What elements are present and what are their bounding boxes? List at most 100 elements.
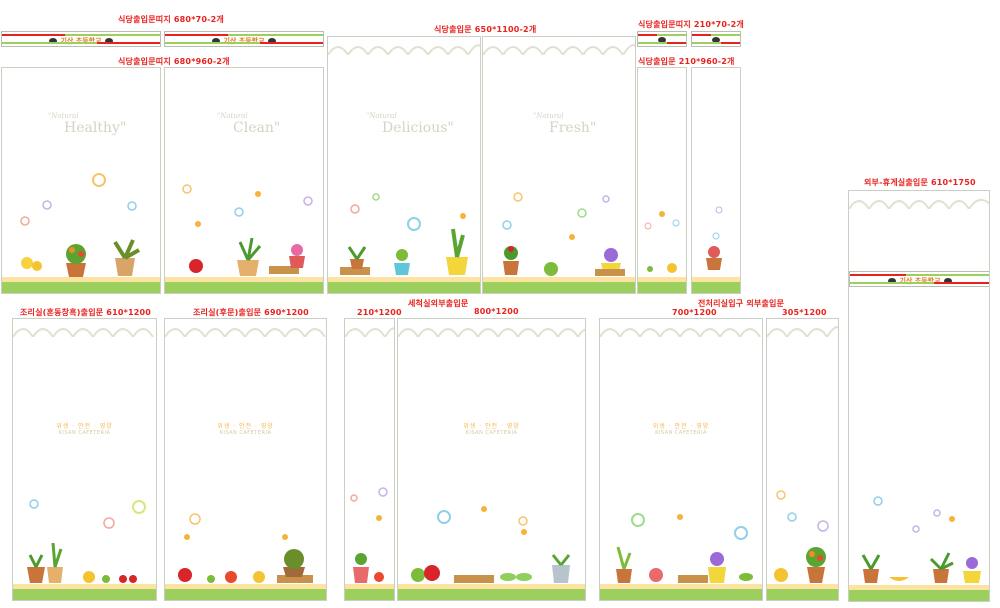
badge-icon [49, 38, 58, 44]
bubbles-decoration [644, 211, 680, 273]
potted-plants-illustration [411, 554, 571, 583]
label-cafeteria-door-210: 식당출입문 210*960-2개 [638, 57, 735, 66]
bubbles-decoration [706, 206, 723, 270]
panel-210-1200 [344, 318, 395, 601]
slogan-english: KISAN CAFETERIA [219, 430, 272, 436]
label-size-700-1200: 700*1200 [672, 308, 717, 317]
panel-outside-lounge: 기산 초등학교 [848, 190, 990, 602]
potted-plants-illustration [178, 549, 313, 583]
label-size-210-1200: 210*1200 [357, 308, 402, 317]
potted-plants-illustration [503, 246, 625, 276]
slogan-english: KISAN CAFETERIA [655, 430, 707, 436]
slogan-korean: 위생 · 안전 · 영양 [463, 423, 520, 430]
potted-plants-illustration [861, 552, 981, 583]
scallop-border [13, 328, 154, 337]
scallop-border [767, 326, 838, 337]
label-size-800-1200: 800*1200 [474, 307, 519, 316]
badge-icon [712, 37, 720, 43]
slogan-korean: 위생 · 안전 · 영양 [56, 423, 113, 430]
panel-cooking-back: 위생 · 안전 · 영양 KISAN CAFETERIA [164, 318, 327, 601]
bubbles-decoration [29, 499, 146, 529]
panel-word-fresh: Fresh" [549, 120, 597, 136]
panel-word-delicious: Delicious" [382, 120, 454, 136]
band-strip-lounge: 기산 초등학교 [849, 271, 989, 287]
panel-delicious: "Natural Delicious" [327, 36, 481, 294]
bubbles-decoration [184, 513, 288, 540]
scallop-border [398, 328, 585, 337]
scallop-border [165, 328, 326, 337]
panel-word-clean: Clean" [233, 120, 281, 136]
school-name: 기산 초등학교 [60, 37, 102, 45]
potted-plants-illustration [616, 546, 753, 583]
bubbles-decoration [182, 184, 313, 227]
bubbles-decoration [502, 192, 610, 240]
natural-word: "Natural [48, 112, 79, 120]
bubbles-decoration [631, 513, 748, 540]
label-cafeteria-door-650: 식당출입문 650*1100-2개 [434, 25, 537, 34]
label-outside-lounge: 외부-휴게실출입문 610*1750 [864, 178, 976, 187]
bubbles-decoration [437, 506, 528, 535]
panel-narrow-2 [691, 67, 741, 294]
band-strip-1: 기산 초등학교 [1, 31, 161, 47]
panel-words: "Natural Fresh" [533, 112, 596, 136]
panel-800-1200: 위생 · 안전 · 영양 KISAN CAFETERIA [397, 318, 586, 601]
label-cafeteria-band-210: 식당출입문띠지 210*70-2개 [638, 20, 744, 29]
panel-healthy: "Natural Healthy" [1, 67, 161, 294]
scallop-border [345, 327, 394, 337]
label-prep-room: 전처리실입구 외부출입문 [698, 299, 785, 308]
panel-words: "Natural Clean" [217, 112, 280, 136]
label-washroom-outside: 세척실외부출입문 [408, 299, 469, 308]
panel-word-healthy: Healthy" [64, 120, 127, 136]
potted-plants-illustration [340, 228, 468, 275]
slogan-english: KISAN CAFETERIA [465, 430, 518, 436]
bubbles-decoration [20, 173, 137, 226]
band-strip-2: 기산 초등학교 [164, 31, 324, 47]
panel-narrow-1 [637, 67, 687, 294]
slogan-english: KISAN CAFETERIA [58, 430, 111, 436]
slogan: 위생 · 안전 · 영양 KISAN CAFETERIA [398, 421, 585, 436]
panel-clean: "Natural Clean" [164, 67, 324, 294]
school-name: 기산 초등학교 [899, 277, 941, 285]
label-cooking-mix: 조리실(혼동창흑)출입문 610*1200 [20, 308, 152, 317]
potted-plants-illustration [774, 547, 826, 583]
natural-word: "Natural [217, 112, 248, 120]
label-cafeteria-door-680: 식당출입문띠지 680*960-2개 [118, 57, 230, 66]
bubbles-decoration [350, 487, 388, 521]
potted-plants-illustration [27, 542, 137, 583]
scallop-border [849, 198, 989, 209]
label-cooking-back: 조리실(후문)출입문 690*1200 [193, 308, 309, 317]
scallop-border [328, 44, 480, 55]
panel-words: "Natural Healthy" [48, 112, 126, 136]
panel-words: "Natural Delicious" [366, 112, 454, 136]
band-strip-small-1 [637, 31, 687, 47]
slogan: 위생 · 안전 · 영양 KISAN CAFETERIA [165, 421, 326, 436]
badge-icon [888, 278, 897, 284]
badge-icon [212, 38, 221, 44]
badge-icon [943, 278, 952, 284]
natural-word: "Natural [366, 112, 397, 120]
bubbles-decoration [350, 193, 466, 231]
label-size-305-1200: 305*1200 [782, 308, 827, 317]
panel-700-1200: 위생 · 안전 · 영양 KISAN CAFETERIA [599, 318, 763, 601]
potted-plants-illustration [353, 553, 384, 583]
slogan-korean: 위생 · 안전 · 영양 [652, 423, 710, 430]
panel-305-1200 [766, 318, 839, 601]
potted-plants-illustration [21, 239, 140, 277]
natural-word: "Natural [533, 112, 564, 120]
slogan: 위생 · 안전 · 영양 KISAN CAFETERIA [13, 421, 156, 436]
bubbles-decoration [873, 496, 955, 533]
school-name: 기산 초등학교 [223, 37, 265, 45]
badge-icon [267, 38, 276, 44]
badge-icon [658, 37, 666, 43]
band-strip-small-2 [691, 31, 741, 47]
potted-plants-illustration [189, 237, 305, 276]
scallop-border [483, 44, 635, 55]
bubbles-decoration [776, 490, 829, 532]
slogan: 위생 · 안전 · 영양 KISAN CAFETERIA [600, 421, 762, 436]
slogan-korean: 위생 · 안전 · 영양 [217, 423, 274, 430]
label-cafeteria-band-top: 식당출입문띠지 680*70-2개 [118, 15, 224, 24]
panel-fresh: "Natural Fresh" [482, 36, 636, 294]
badge-icon [104, 38, 113, 44]
scallop-border [600, 328, 761, 337]
panel-cooking-mix: 위생 · 안전 · 영양 KISAN CAFETERIA [12, 318, 157, 601]
